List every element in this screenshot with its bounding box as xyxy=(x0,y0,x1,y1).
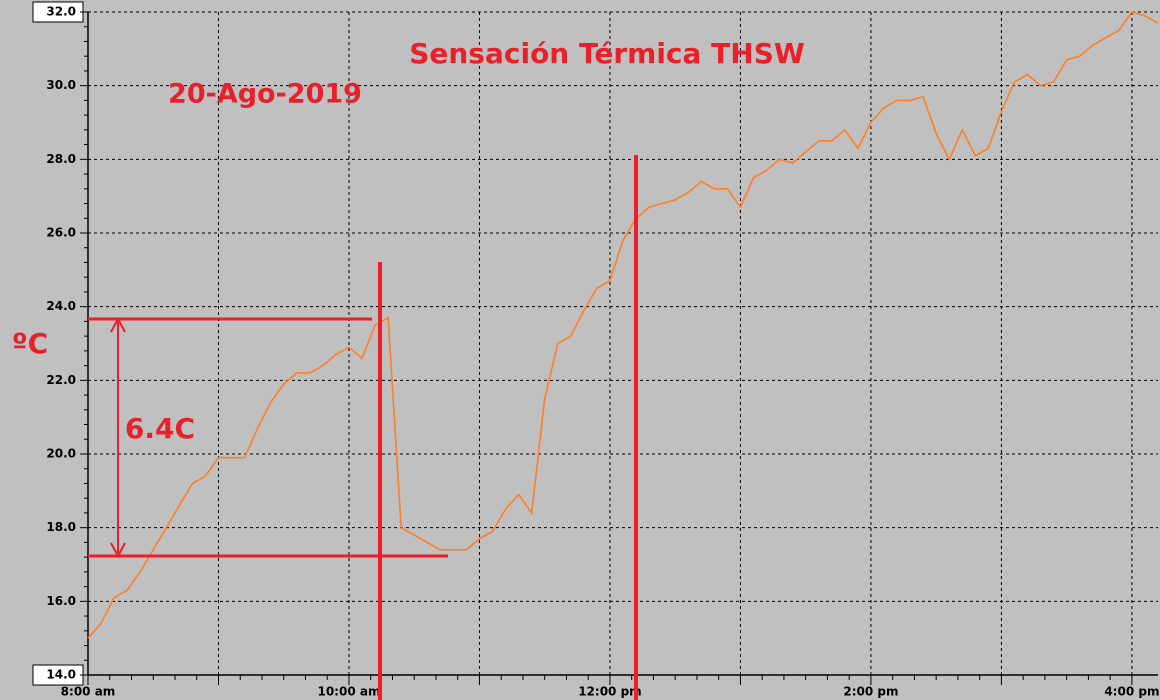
y-tick-label: 30.0 xyxy=(46,78,76,92)
y-tick-label: 20.0 xyxy=(46,447,76,461)
y-tick-label: 28.0 xyxy=(46,152,76,166)
y-tick-label: 32.0 xyxy=(46,5,76,19)
y-tick-label: 18.0 xyxy=(46,520,76,534)
arrow-head xyxy=(110,542,126,559)
y-tick-label: 16.0 xyxy=(46,594,76,608)
y-tick-label: 22.0 xyxy=(46,373,76,387)
y-tick-label: 24.0 xyxy=(46,299,76,313)
x-tick-label: 8:00 am xyxy=(61,685,116,699)
unit-label: ºC xyxy=(12,327,48,360)
y-tick-label: 26.0 xyxy=(46,226,76,240)
date-label: 20-Ago-2019 xyxy=(168,79,362,110)
y-tick-label: 14.0 xyxy=(46,668,76,682)
x-tick-label: 4:00 pm xyxy=(1104,685,1159,699)
x-tick-label: 2:00 pm xyxy=(843,685,898,699)
difference-label: 6.4C xyxy=(125,412,195,445)
chart-title: Sensación Térmica THSW xyxy=(409,37,805,70)
arrow-head xyxy=(110,316,126,333)
x-tick-label: 12:00 pm xyxy=(578,685,641,699)
plot xyxy=(87,11,1159,639)
data-line xyxy=(87,11,1159,639)
x-tick-label: 10:00 am xyxy=(317,685,380,699)
annotation-lines xyxy=(88,155,638,700)
